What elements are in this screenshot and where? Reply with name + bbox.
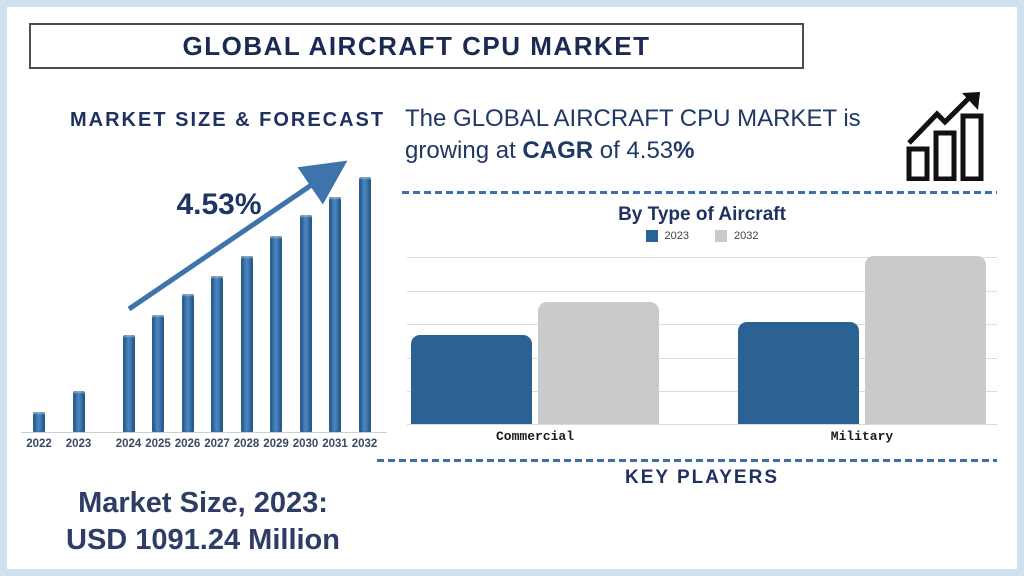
summary-percent-bold: %	[673, 137, 695, 164]
by-type-of-aircraft-title: By Type of Aircraft	[618, 204, 786, 225]
cagr-percentage-label: 4.53%	[176, 188, 262, 221]
bar-military-2032	[865, 256, 986, 424]
market-size-line1: Market Size, 2023:	[78, 487, 328, 519]
year-label-2030: 2030	[292, 438, 319, 450]
forecast-bar-2029	[270, 236, 282, 432]
dashed-separator-bottom	[377, 459, 997, 462]
forecast-bar-2031	[329, 197, 341, 432]
forecast-bar-2026	[181, 294, 194, 432]
bar-commercial-2023	[411, 335, 532, 424]
bar-military-2023	[738, 322, 859, 424]
gridline	[407, 324, 997, 325]
legend-swatch-2023	[645, 230, 658, 242]
summary-text: The GLOBAL AIRCRAFT CPU MARKET is growin…	[405, 103, 905, 167]
bar-commercial-2032	[538, 302, 659, 424]
market-size-line2: USD 1091.24 Million	[66, 524, 340, 556]
key-players-heading: KEY PLAYERS	[625, 467, 779, 488]
legend-label-2032: 2032	[734, 230, 759, 242]
forecast-bar-2028	[240, 256, 253, 432]
year-label-2032: 2032	[351, 438, 378, 450]
legend-label-2023: 2023	[664, 230, 689, 242]
forecast-bar-2023	[72, 391, 85, 432]
gridline	[407, 391, 997, 392]
forecast-bar-2030	[299, 215, 312, 432]
forecast-bar-2027	[211, 276, 223, 432]
forecast-bar-2022	[33, 412, 45, 432]
market-size-callout: Market Size, 2023: USD 1091.24 Million	[35, 485, 371, 559]
summary-cagr-bold: CAGR	[522, 137, 594, 164]
market-size-forecast-chart: 2022 2023 2024 2025 2026 2027 2028 2029 2030 2031…	[7, 7, 402, 569]
cagr-trend-arrow	[127, 160, 348, 312]
year-label-2029: 2029	[263, 438, 289, 450]
summary-part1: The GLOBAL AIRCRAFT CPU MARKET is growin…	[405, 105, 861, 164]
gridline	[407, 357, 997, 359]
year-label-2028: 2028	[233, 438, 260, 450]
by-type-of-aircraft-chart: Commercial Military	[407, 256, 997, 444]
year-label-2023: 2023	[65, 438, 92, 450]
market-size-forecast-heading: MARKET SIZE & FORECAST	[70, 109, 386, 131]
forecast-bar-2032	[358, 177, 371, 432]
forecast-bar-2025	[152, 315, 164, 432]
year-label-2026: 2026	[174, 438, 201, 450]
gridline	[407, 290, 997, 292]
year-label-2031: 2031	[322, 438, 348, 450]
gridline	[407, 257, 997, 258]
dashed-separator-top	[402, 191, 997, 194]
legend-item-2023: 2023	[645, 230, 689, 242]
year-label-2027: 2027	[204, 438, 230, 450]
year-label-2022: 2022	[26, 438, 52, 450]
growth-chart-icon	[906, 92, 984, 181]
title-box: GLOBAL AIRCRAFT CPU MARKET	[29, 23, 804, 69]
legend-item-2032: 2032	[715, 230, 758, 242]
year-label-2024: 2024	[115, 438, 142, 450]
forecast-bar-2024	[122, 335, 135, 432]
x-axis-line	[21, 432, 387, 433]
chart-legend: 2023 2032	[407, 229, 997, 243]
year-label-2025: 2025	[145, 438, 171, 450]
legend-swatch-2032	[715, 230, 727, 242]
summary-part2: of 4.53	[593, 137, 674, 164]
page-title: GLOBAL AIRCRAFT CPU MARKET	[182, 30, 651, 61]
category-label-military: Military	[830, 429, 894, 444]
category-label-commercial: Commercial	[495, 429, 574, 444]
